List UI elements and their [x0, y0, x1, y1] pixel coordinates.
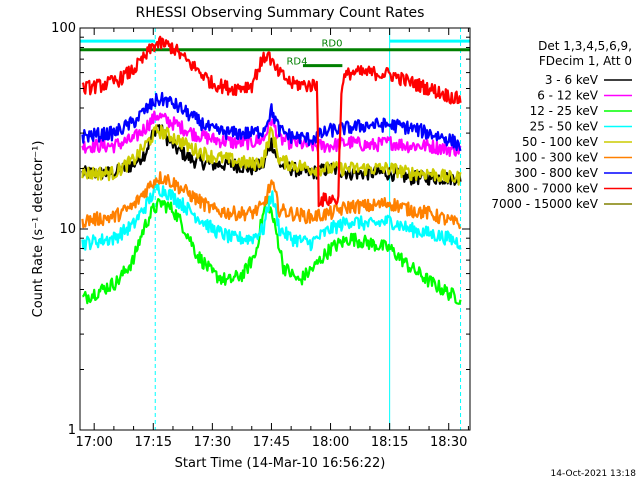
series-line-3	[81, 183, 462, 252]
x-tick-label: 17:00	[75, 435, 112, 450]
legend-label: 100 - 300 keV	[514, 151, 598, 165]
ticks-group: 17:00 17:15 17:30 17:45 18:00 18:15 18:30 1 10 10…	[51, 21, 470, 450]
legend-label: 800 - 7000 keV	[507, 182, 599, 196]
series-group	[81, 35, 462, 305]
x-tick-label: 18:00	[312, 435, 349, 450]
series-line-2	[82, 195, 462, 305]
legend-label: 50 - 100 keV	[522, 135, 599, 149]
y-axis-label: Count Rate (s⁻¹ detector⁻¹)	[31, 141, 46, 318]
legend-label: 12 - 25 keV	[530, 104, 599, 118]
legend-header: Det 1,3,4,5,6,9,	[538, 39, 632, 53]
x-tick-label: 17:30	[194, 435, 231, 450]
x-tick-label: 17:45	[253, 435, 290, 450]
x-tick-label: 18:15	[371, 435, 408, 450]
legend-label: 6 - 12 keV	[537, 89, 599, 103]
series-line-1	[81, 110, 462, 157]
x-axis-label: Start Time (14-Mar-10 16:56:22)	[175, 456, 386, 471]
rd0-label: RD0	[321, 39, 342, 50]
series-line-6	[81, 91, 462, 152]
legend-label: 3 - 6 keV	[545, 73, 599, 87]
x-tick-label: 17:15	[135, 435, 172, 450]
legend-label: 300 - 800 keV	[514, 166, 598, 180]
rd4-label: RD4	[286, 57, 307, 68]
legend: Det 1,3,4,5,6,9,FDecim 1, Att 0 3 - 6 keV…	[491, 39, 632, 211]
legend-label: 25 - 50 keV	[530, 120, 599, 134]
chart-title: RHESSI Observing Summary Count Rates	[136, 5, 425, 21]
y-tick-label: 100	[51, 21, 76, 36]
timestamp: 14-Oct-2021 13:18	[551, 469, 637, 479]
y-tick-label: 10	[59, 222, 76, 237]
x-tick-label: 18:30	[430, 435, 467, 450]
legend-header: FDecim 1, Att 0	[539, 54, 632, 68]
series-line-4	[81, 124, 462, 186]
legend-label: 7000 - 15000 keV	[491, 197, 598, 211]
series-line-7	[81, 35, 462, 208]
series-line-5	[81, 171, 462, 230]
y-tick-label: 1	[68, 423, 76, 438]
